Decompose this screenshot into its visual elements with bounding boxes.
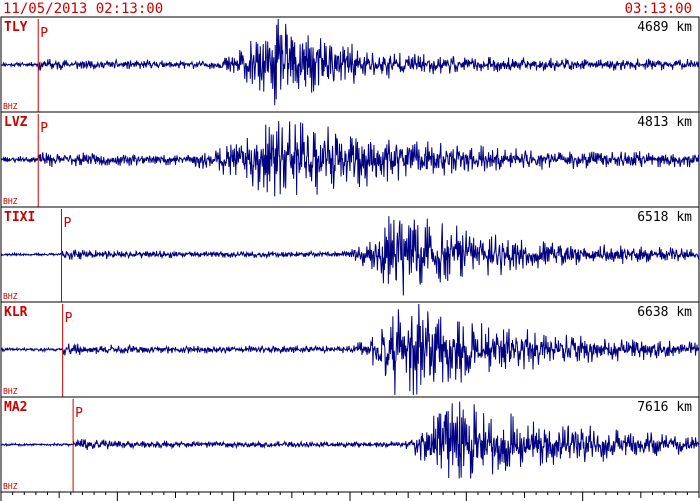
waveform-trace — [0, 216, 700, 296]
station-panel-ma2: MA2 7616 km BHZ P — [0, 396, 700, 493]
station-panel-lvz: LVZ 4813 km BHZ P — [0, 111, 700, 208]
channel-label: BHZ — [3, 387, 18, 396]
station-distance: 6638 km — [637, 305, 692, 320]
station-panel-tixi: TIXI 6518 km BHZ P — [0, 206, 700, 303]
channel-label: BHZ — [3, 197, 18, 206]
station-panel-tly: TLY 4689 km BHZ P — [0, 16, 700, 113]
waveform-trace — [0, 401, 700, 479]
end-time-label: 03:13:00 — [625, 1, 692, 17]
station-distance: 4813 km — [637, 115, 692, 130]
station-name: KLR — [4, 305, 28, 320]
station-distance: 7616 km — [637, 400, 692, 415]
station-panel-klr: KLR 6638 km BHZ P — [0, 301, 700, 398]
p-arrival-label: P — [65, 311, 73, 326]
station-name: TIXI — [4, 210, 35, 225]
station-name: MA2 — [4, 400, 27, 415]
p-arrival-label: P — [63, 216, 71, 231]
waveform-trace — [0, 121, 700, 197]
channel-label: BHZ — [3, 102, 18, 111]
channel-label: BHZ — [3, 482, 18, 491]
station-distance: 6518 km — [637, 210, 692, 225]
p-arrival-label: P — [40, 26, 48, 41]
time-axis: 01020304050 — [0, 492, 700, 501]
channel-label: BHZ — [3, 292, 18, 301]
waveform-trace — [0, 303, 700, 396]
station-name: TLY — [4, 20, 28, 35]
station-panels: TLY 4689 km BHZ P LVZ 4813 km BHZ P TIXI 6518 km B… — [0, 16, 700, 493]
start-time-label: 11/05/2013 02:13:00 — [3, 1, 163, 17]
station-name: LVZ — [4, 115, 28, 130]
station-distance: 4689 km — [637, 20, 692, 35]
p-arrival-label: P — [40, 121, 48, 136]
waveform-trace — [0, 18, 700, 106]
p-arrival-label: P — [75, 406, 83, 421]
